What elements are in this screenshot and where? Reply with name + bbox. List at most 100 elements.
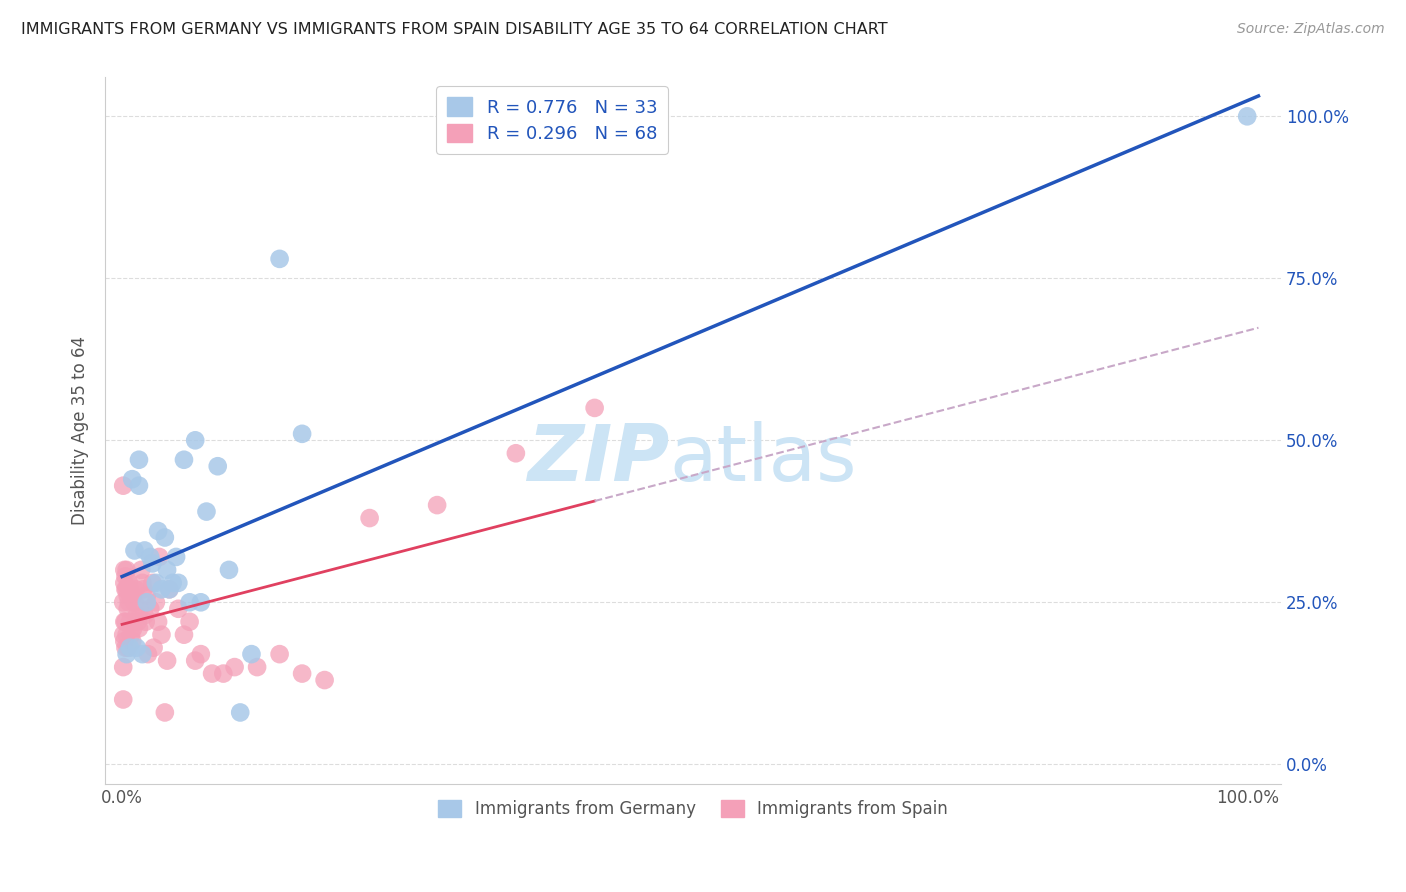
Point: [179, 615, 201, 629]
Point: [145, 575, 167, 590]
Point: [269, 647, 291, 661]
Point: [117, 640, 139, 655]
Point: [156, 563, 179, 577]
Point: [1236, 109, 1258, 123]
Point: [118, 615, 141, 629]
Y-axis label: Disability Age 35 to 64: Disability Age 35 to 64: [72, 336, 89, 525]
Point: [124, 595, 146, 609]
Point: [146, 615, 169, 629]
Point: [129, 601, 152, 615]
Point: [269, 252, 291, 266]
Point: [131, 647, 153, 661]
Point: [173, 628, 195, 642]
Point: [115, 628, 138, 642]
Point: [115, 582, 138, 597]
Point: [117, 601, 139, 615]
Point: [112, 615, 135, 629]
Point: [112, 595, 135, 609]
Point: [195, 505, 218, 519]
Point: [120, 628, 142, 642]
Text: ZIP: ZIP: [527, 421, 669, 497]
Point: [112, 563, 135, 577]
Point: [134, 543, 156, 558]
Point: [134, 608, 156, 623]
Point: [167, 601, 190, 615]
Point: [128, 452, 150, 467]
Point: [114, 582, 136, 597]
Point: [141, 575, 163, 590]
Point: [201, 666, 224, 681]
Point: [135, 595, 157, 609]
Point: [117, 589, 139, 603]
Point: [583, 401, 606, 415]
Point: [212, 666, 235, 681]
Point: [125, 640, 148, 655]
Point: [157, 582, 180, 597]
Point: [229, 706, 252, 720]
Point: [118, 640, 141, 655]
Point: [505, 446, 527, 460]
Point: [141, 557, 163, 571]
Point: [128, 621, 150, 635]
Point: [125, 608, 148, 623]
Point: [112, 575, 135, 590]
Point: [135, 589, 157, 603]
Point: [114, 640, 136, 655]
Point: [122, 621, 145, 635]
Point: [145, 595, 167, 609]
Point: [240, 647, 263, 661]
Point: [359, 511, 381, 525]
Point: [118, 595, 141, 609]
Point: [314, 673, 336, 687]
Point: [131, 575, 153, 590]
Point: [114, 615, 136, 629]
Point: [139, 601, 162, 615]
Point: [118, 582, 141, 597]
Point: [184, 654, 207, 668]
Point: [190, 647, 212, 661]
Point: [150, 582, 173, 597]
Point: [224, 660, 246, 674]
Text: atlas: atlas: [669, 421, 858, 497]
Point: [139, 549, 162, 564]
Point: [162, 575, 184, 590]
Point: [156, 654, 179, 668]
Point: [179, 595, 201, 609]
Point: [115, 563, 138, 577]
Point: [207, 459, 229, 474]
Point: [135, 615, 157, 629]
Point: [115, 647, 138, 661]
Point: [112, 660, 135, 674]
Point: [246, 660, 269, 674]
Point: [153, 531, 176, 545]
Point: [124, 543, 146, 558]
Point: [148, 549, 170, 564]
Point: [153, 706, 176, 720]
Point: [112, 628, 135, 642]
Point: [121, 589, 143, 603]
Point: [218, 563, 240, 577]
Point: [127, 615, 149, 629]
Point: [190, 595, 212, 609]
Point: [132, 582, 155, 597]
Point: [124, 582, 146, 597]
Point: [184, 434, 207, 448]
Point: [150, 628, 173, 642]
Point: [157, 582, 180, 597]
Text: IMMIGRANTS FROM GERMANY VS IMMIGRANTS FROM SPAIN DISABILITY AGE 35 TO 64 CORRELA: IMMIGRANTS FROM GERMANY VS IMMIGRANTS FR…: [21, 22, 887, 37]
Point: [291, 666, 314, 681]
Point: [167, 575, 190, 590]
Point: [426, 498, 449, 512]
Point: [112, 634, 135, 648]
Point: [122, 589, 145, 603]
Point: [165, 549, 187, 564]
Point: [114, 569, 136, 583]
Point: [118, 575, 141, 590]
Point: [120, 589, 142, 603]
Point: [129, 563, 152, 577]
Point: [121, 472, 143, 486]
Point: [173, 452, 195, 467]
Point: [142, 640, 165, 655]
Point: [128, 478, 150, 492]
Point: [121, 634, 143, 648]
